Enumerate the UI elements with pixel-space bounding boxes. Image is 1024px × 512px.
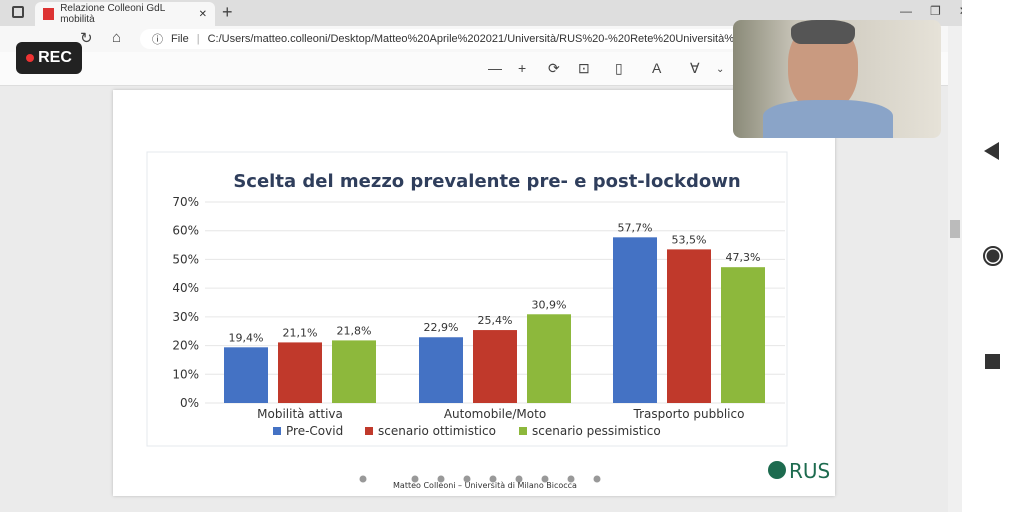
pdf-page: Scelta del mezzo prevalente pre- e post-… [113, 90, 835, 496]
slide-dot[interactable] [437, 475, 445, 483]
x-tick-label: Trasporto pubblico [633, 407, 745, 421]
data-label: 19,4% [229, 331, 264, 344]
url-prefix: File [171, 33, 189, 45]
x-tick-label: Mobilità attiva [257, 407, 343, 421]
bar [224, 347, 268, 403]
data-label: 25,4% [478, 314, 513, 327]
y-tick-label: 70% [172, 195, 199, 209]
slide-dot[interactable] [593, 475, 601, 483]
y-tick-label: 20% [172, 339, 199, 353]
recents-icon[interactable] [985, 354, 1000, 369]
new-tab-icon[interactable]: + [222, 2, 233, 22]
slide-dot[interactable] [359, 475, 367, 483]
chart-title: Scelta del mezzo prevalente pre- e post-… [233, 171, 740, 192]
bar [613, 237, 657, 403]
data-label: 30,9% [532, 298, 567, 311]
pdf-icon [43, 8, 55, 20]
legend-label: scenario ottimistico [378, 424, 496, 438]
refresh-icon[interactable]: ↻ [80, 30, 93, 47]
legend-swatch [365, 427, 373, 435]
rec-indicator: REC [16, 42, 82, 74]
fit-page-icon[interactable]: ⊡ [578, 60, 590, 76]
page-view-icon[interactable]: ▯ [615, 60, 623, 76]
chevron-down-icon[interactable]: ⌄ [716, 64, 725, 75]
url-input[interactable]: ⓘ File | C:/Users/matteo.colleoni/Deskto… [140, 29, 740, 49]
rotate-icon[interactable]: ⟳ [548, 60, 560, 76]
scrollbar-thumb[interactable] [950, 220, 960, 238]
bar [473, 330, 517, 403]
bar [667, 249, 711, 403]
x-tick-label: Automobile/Moto [444, 407, 546, 421]
scrollbar[interactable] [948, 26, 962, 512]
draw-icon[interactable]: ∀ [690, 60, 700, 76]
y-tick-label: 30% [172, 310, 199, 324]
slide-dot[interactable] [489, 475, 497, 483]
footer-text: Matteo Colleoni – Università di Milano B… [393, 481, 577, 490]
data-label: 21,8% [337, 324, 372, 337]
close-tab-icon[interactable]: ✕ [198, 8, 207, 20]
android-nav-bar [962, 0, 1024, 512]
y-tick-label: 40% [172, 281, 199, 295]
bar [721, 267, 765, 403]
legend-label: scenario pessimistico [532, 424, 661, 438]
data-label: 47,3% [726, 251, 761, 264]
read-aloud-icon[interactable]: A [652, 60, 662, 76]
url-text: C:/Users/matteo.colleoni/Desktop/Matteo%… [207, 33, 740, 45]
data-label: 53,5% [672, 233, 707, 246]
bar [278, 342, 322, 403]
legend-label: Pre-Covid [286, 424, 343, 438]
slide-dot[interactable] [411, 475, 419, 483]
y-tick-label: 60% [172, 224, 199, 238]
bar [419, 337, 463, 403]
bar [332, 340, 376, 403]
tab-title: Relazione Colleoni GdL mobilità [60, 3, 165, 25]
y-tick-label: 0% [180, 396, 199, 410]
zoom-in-icon[interactable]: + [518, 60, 527, 76]
back-icon[interactable] [984, 142, 999, 160]
home-nav-icon[interactable] [983, 246, 1003, 266]
webcam-overlay [733, 20, 941, 138]
slide-dot[interactable] [541, 475, 549, 483]
chart: Scelta del mezzo prevalente pre- e post-… [146, 151, 830, 490]
slide-dot[interactable] [515, 475, 523, 483]
y-tick-label: 50% [172, 252, 199, 266]
legend-swatch [273, 427, 281, 435]
rus-logo: RUS [789, 459, 830, 483]
zoom-out-icon[interactable]: — [488, 60, 502, 76]
info-icon: ⓘ [152, 34, 163, 46]
tab-actions-icon[interactable] [12, 6, 24, 18]
home-icon[interactable]: ⌂ [112, 29, 122, 46]
slide-dot[interactable] [463, 475, 471, 483]
tab-pdf[interactable]: Relazione Colleoni GdL mobilità ✕ [35, 2, 215, 26]
y-tick-label: 10% [172, 367, 199, 381]
data-label: 22,9% [424, 321, 459, 334]
rus-logo-icon [768, 461, 786, 479]
data-label: 57,7% [618, 221, 653, 234]
legend-swatch [519, 427, 527, 435]
slide-dot[interactable] [567, 475, 575, 483]
window-controls[interactable]: —❐✕ [900, 4, 987, 18]
bar [527, 314, 571, 403]
data-label: 21,1% [283, 326, 318, 339]
